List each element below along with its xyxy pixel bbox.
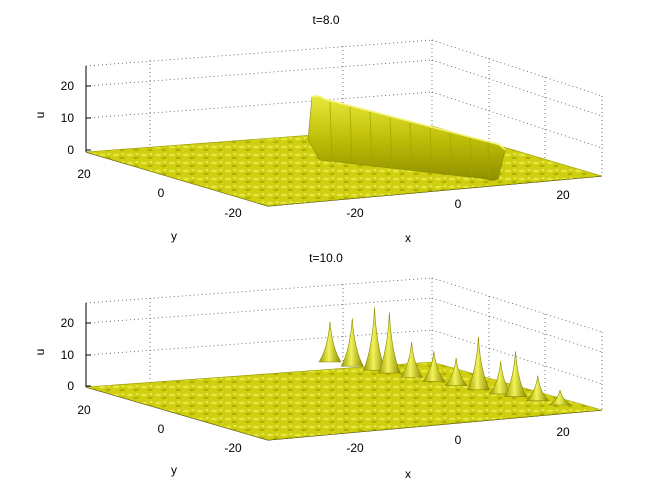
y-tick-label: -20	[224, 441, 242, 455]
x-tick-label: 0	[455, 433, 462, 447]
lump-peaks	[318, 307, 573, 406]
z-axis-label: u	[33, 349, 47, 356]
peak	[526, 375, 550, 402]
y-ticks: 20 0 -20	[77, 403, 242, 455]
peak	[318, 321, 342, 363]
grid-lines	[85, 277, 603, 410]
grid-line	[85, 277, 433, 304]
z-tick-label: 10	[61, 111, 75, 125]
x-tick-label: 20	[556, 425, 570, 439]
y-tick-label: 20	[77, 167, 91, 181]
x-axis-label: x	[405, 467, 411, 481]
z-tick-label: 10	[61, 348, 75, 362]
grid-line	[431, 329, 603, 385]
y-tick-label: -20	[224, 206, 242, 220]
soliton-wall	[307, 95, 506, 181]
peak	[340, 318, 364, 367]
grid-line	[85, 297, 433, 324]
x-tick-label: -20	[346, 206, 364, 220]
y-ticks: 20 0 -20	[77, 167, 242, 220]
peak	[377, 312, 401, 374]
panel-title: t=8.0	[312, 13, 339, 27]
peak	[422, 351, 446, 382]
x-tick-label: 20	[556, 188, 570, 202]
z-axis-label: u	[33, 112, 47, 119]
x-ticks: -20 0 20	[346, 425, 570, 455]
z-ticks: 20 10 0	[61, 79, 91, 157]
z-tick-label: 20	[61, 316, 75, 330]
peak	[547, 389, 573, 406]
grid-line	[85, 59, 433, 87]
z-tick-label: 0	[67, 143, 74, 157]
y-tick-label: 0	[158, 422, 165, 436]
peak	[503, 351, 527, 397]
grid-line	[85, 329, 433, 356]
peak	[400, 341, 424, 378]
grid-lines	[85, 39, 603, 176]
panel-t8: t=8.0	[33, 13, 603, 245]
panel-t10: t=10.0 20 10	[33, 251, 603, 481]
x-tick-label: -20	[346, 441, 364, 455]
y-axis-label: y	[171, 229, 177, 243]
x-tick-label: 0	[455, 197, 462, 211]
panel-title: t=10.0	[309, 251, 343, 265]
x-axis-label: x	[405, 231, 411, 245]
peak	[466, 336, 490, 391]
grid-line	[431, 39, 603, 97]
z-ticks: 20 10 0	[61, 316, 91, 393]
z-tick-label: 0	[67, 379, 74, 393]
grid-line	[431, 297, 603, 353]
peak	[444, 357, 468, 386]
y-axis-label: y	[171, 463, 177, 477]
grid-line	[431, 277, 603, 333]
wall-ripples	[329, 101, 490, 179]
y-tick-label: 20	[77, 403, 91, 417]
z-tick-label: 20	[61, 79, 75, 93]
y-tick-label: 0	[158, 186, 165, 200]
grid-line	[85, 39, 433, 67]
wall-crest	[311, 95, 506, 151]
x-ticks: -20 0 20	[346, 188, 570, 220]
peak	[363, 307, 386, 371]
